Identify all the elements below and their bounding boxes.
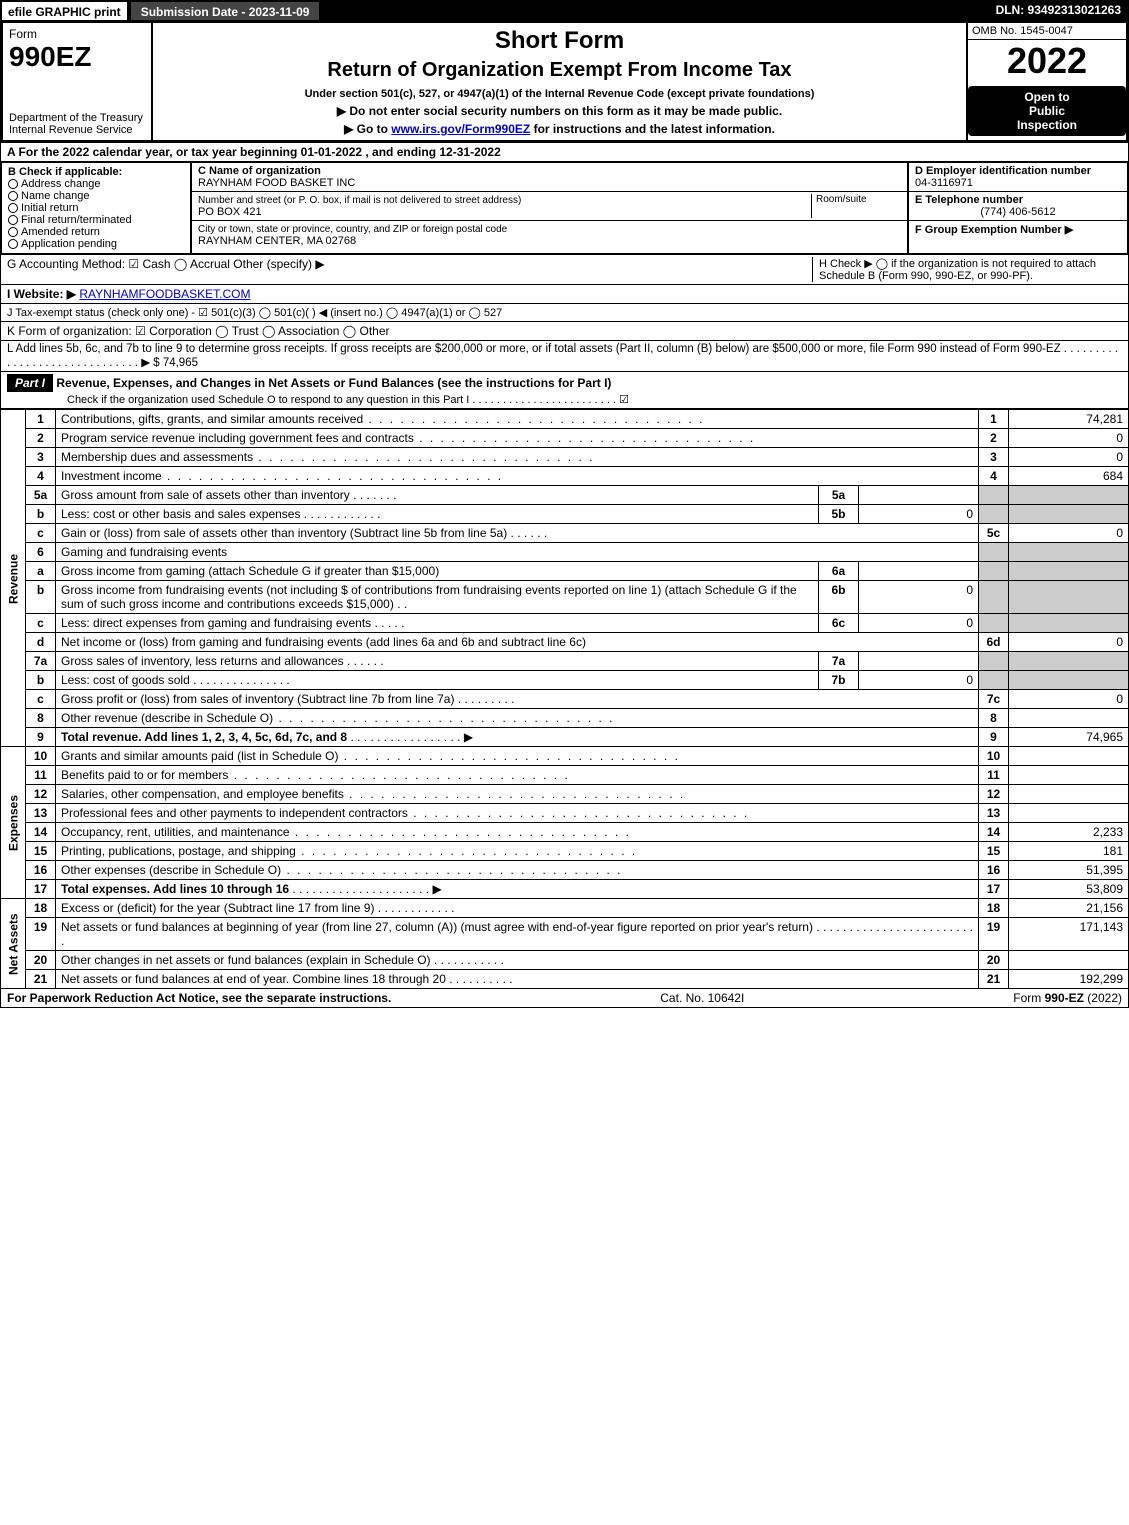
short-form: Short Form bbox=[159, 27, 960, 55]
val-19: 171,143 bbox=[1009, 918, 1129, 951]
main-title: Return of Organization Exempt From Incom… bbox=[159, 59, 960, 82]
part1-header: Part I Revenue, Expenses, and Changes in… bbox=[0, 372, 1129, 409]
line-J: J Tax-exempt status (check only one) - ☑… bbox=[0, 304, 1129, 322]
val-21: 192,299 bbox=[1009, 970, 1129, 989]
org-info-grid: B Check if applicable: Address change Na… bbox=[0, 162, 1129, 255]
val-3: 0 bbox=[1009, 448, 1129, 467]
submission-date: Submission Date - 2023-11-09 bbox=[129, 0, 322, 22]
irs: Internal Revenue Service bbox=[9, 124, 145, 136]
footer-right: Form Form 990-EZ (2022)990-EZ (2022) bbox=[1013, 991, 1122, 1005]
phone: (774) 406-5612 bbox=[915, 206, 1121, 218]
chk-initial[interactable] bbox=[8, 203, 18, 213]
block-B: B Check if applicable: Address change Na… bbox=[1, 162, 191, 254]
chk-final[interactable] bbox=[8, 215, 18, 225]
line-H: H Check ▶ ◯ if the organization is not r… bbox=[812, 257, 1122, 282]
form-title-block: Short Form Return of Organization Exempt… bbox=[152, 22, 967, 141]
goto-line: ▶ Go to www.irs.gov/Form990EZ for instru… bbox=[159, 122, 960, 136]
val-9: 74,965 bbox=[1009, 728, 1129, 747]
val-11 bbox=[1009, 766, 1129, 785]
tax-year: 2022 bbox=[968, 40, 1126, 82]
website-link[interactable]: RAYNHAMFOODBASKET.COM bbox=[79, 287, 250, 301]
subtitle: Under section 501(c), 527, or 4947(a)(1)… bbox=[159, 88, 960, 100]
val-8 bbox=[1009, 709, 1129, 728]
block-DEF: D Employer identification number 04-3116… bbox=[908, 162, 1128, 254]
group-exemption: F Group Exemption Number ▶ bbox=[915, 224, 1073, 236]
dept: Department of the Treasury bbox=[9, 112, 145, 124]
line-A: A For the 2022 calendar year, or tax yea… bbox=[0, 143, 1129, 162]
val-20 bbox=[1009, 951, 1129, 970]
ein: 04-3116971 bbox=[915, 177, 973, 189]
val-1: 74,281 bbox=[1009, 410, 1129, 429]
line-G: G Accounting Method: ☑ Cash ◯ Accrual Ot… bbox=[7, 257, 812, 282]
form-number: 990EZ bbox=[9, 41, 145, 73]
chk-address[interactable] bbox=[8, 179, 18, 189]
lines-table: Revenue 1Contributions, gifts, grants, a… bbox=[0, 409, 1129, 989]
val-13 bbox=[1009, 804, 1129, 823]
row-GH: G Accounting Method: ☑ Cash ◯ Accrual Ot… bbox=[0, 255, 1129, 285]
val-7c: 0 bbox=[1009, 690, 1129, 709]
open-public: Open to Public Inspection bbox=[968, 86, 1126, 136]
val-6d: 0 bbox=[1009, 633, 1129, 652]
block-C: C Name of organization RAYNHAM FOOD BASK… bbox=[191, 162, 908, 254]
val-4: 684 bbox=[1009, 467, 1129, 486]
side-netassets: Net Assets bbox=[1, 899, 26, 989]
val-6c: 0 bbox=[859, 614, 979, 633]
footer: For Paperwork Reduction Act Notice, see … bbox=[0, 989, 1129, 1008]
val-12 bbox=[1009, 785, 1129, 804]
org-address: PO BOX 421 bbox=[198, 206, 262, 218]
val-14: 2,233 bbox=[1009, 823, 1129, 842]
side-revenue: Revenue bbox=[1, 410, 26, 747]
omb: OMB No. 1545-0047 bbox=[968, 23, 1126, 40]
val-7b: 0 bbox=[859, 671, 979, 690]
form-word: Form bbox=[9, 27, 145, 41]
form-header: Form 990EZ Department of the Treasury In… bbox=[0, 22, 1129, 143]
val-2: 0 bbox=[1009, 429, 1129, 448]
val-6b: 0 bbox=[859, 581, 979, 614]
val-5c: 0 bbox=[1009, 524, 1129, 543]
chk-pending[interactable] bbox=[8, 239, 18, 249]
line-K: K Form of organization: ☑ Corporation ◯ … bbox=[0, 322, 1129, 341]
irs-link[interactable]: www.irs.gov/Form990EZ bbox=[391, 122, 530, 136]
val-16: 51,395 bbox=[1009, 861, 1129, 880]
footer-left: For Paperwork Reduction Act Notice, see … bbox=[7, 991, 391, 1005]
form-left: Form 990EZ Department of the Treasury In… bbox=[2, 22, 152, 141]
val-15: 181 bbox=[1009, 842, 1129, 861]
side-expenses: Expenses bbox=[1, 747, 26, 899]
chk-amended[interactable] bbox=[8, 227, 18, 237]
top-bar: efile GRAPHIC print Submission Date - 20… bbox=[0, 0, 1129, 22]
val-18: 21,156 bbox=[1009, 899, 1129, 918]
val-10 bbox=[1009, 747, 1129, 766]
chk-name[interactable] bbox=[8, 191, 18, 201]
line-L: L Add lines 5b, 6c, and 7b to line 9 to … bbox=[0, 341, 1129, 372]
org-name: RAYNHAM FOOD BASKET INC bbox=[198, 177, 355, 189]
efile-label: efile GRAPHIC print bbox=[0, 0, 129, 22]
org-city: RAYNHAM CENTER, MA 02768 bbox=[198, 235, 356, 247]
footer-mid: Cat. No. 10642I bbox=[660, 991, 744, 1005]
val-5b: 0 bbox=[859, 505, 979, 524]
dln: DLN: 93492313021263 bbox=[988, 0, 1129, 22]
line-I: I Website: ▶ RAYNHAMFOODBASKET.COM bbox=[0, 285, 1129, 304]
val-17: 53,809 bbox=[1009, 880, 1129, 899]
header-right: OMB No. 1545-0047 2022 Open to Public In… bbox=[967, 22, 1127, 141]
warn-line: ▶ Do not enter social security numbers o… bbox=[159, 104, 960, 118]
